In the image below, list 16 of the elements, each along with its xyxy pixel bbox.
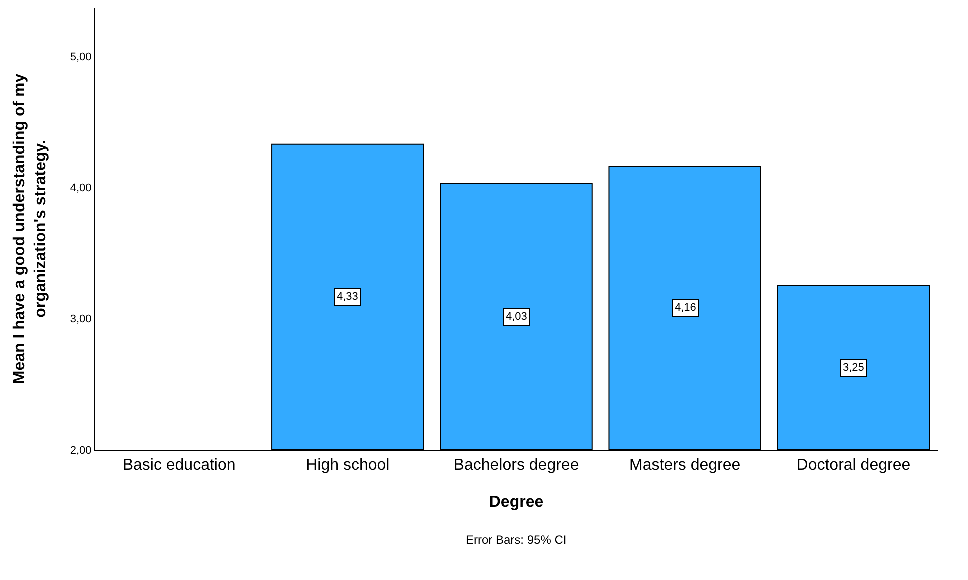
text: Error Bars: 95% CI	[466, 533, 567, 547]
y-tick-label: 3,00	[70, 314, 92, 326]
y-tick-label: 2,00	[70, 444, 92, 457]
x-tick-label: Bachelors degree	[454, 457, 580, 474]
x-tick-label: Doctoral degree	[796, 457, 911, 474]
x-axis-title: Degree	[489, 494, 544, 511]
data-label: 4,33	[337, 291, 358, 303]
data-label: 4,16	[675, 302, 696, 314]
x-tick-label: High school	[306, 457, 390, 474]
y-tick-label: 5,00	[70, 51, 92, 64]
y-axis-title: Mean I have a good understanding of my organization's strategy.	[11, 74, 50, 384]
x-tick-label: Basic education	[122, 457, 236, 474]
data-label: 3,25	[843, 362, 864, 374]
x-tick-label: Masters degree	[630, 457, 741, 474]
y-tick-label: 4,00	[70, 182, 92, 195]
data-label: 4,03	[506, 311, 528, 323]
